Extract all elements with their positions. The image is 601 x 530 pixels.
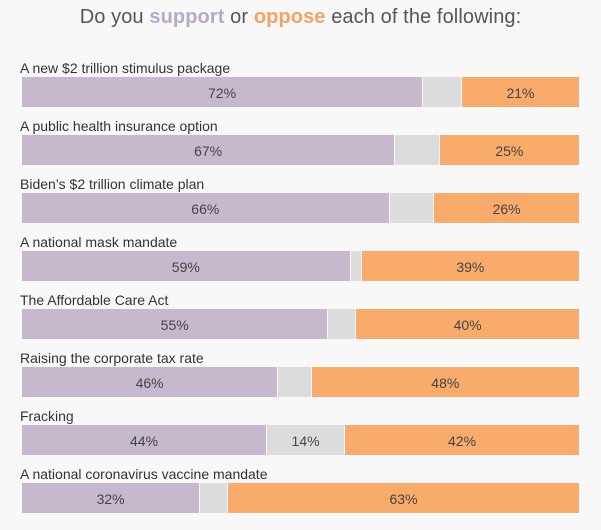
- neither-bar: [389, 193, 434, 223]
- support-bar: [22, 367, 278, 397]
- value-label: 32%: [96, 491, 125, 507]
- oppose-bar: [434, 193, 579, 223]
- row-label: Raising the corporate tax rate: [20, 350, 204, 366]
- value-label: 48%: [431, 375, 460, 391]
- support-bar: [22, 251, 350, 281]
- value-label: 40%: [453, 317, 482, 333]
- chart-title: Do you support or oppose each of the fol…: [0, 6, 601, 29]
- oppose-bar: [462, 77, 579, 107]
- support-bar: [22, 425, 267, 455]
- neither-bar: [328, 309, 356, 339]
- value-label: 63%: [389, 491, 418, 507]
- neither-bar: [423, 77, 462, 107]
- value-label: 14%: [291, 433, 320, 449]
- title-prefix: Do you: [79, 6, 144, 28]
- oppose-bar: [361, 251, 579, 281]
- oppose-bar: [311, 367, 579, 397]
- value-label: 67%: [194, 143, 223, 159]
- row-label: A national coronavirus vaccine mandate: [20, 466, 268, 482]
- support-bar: [22, 77, 423, 107]
- neither-bar: [200, 483, 228, 513]
- title-support-word: support: [149, 6, 225, 28]
- support-bar: [22, 193, 389, 223]
- value-label: 26%: [492, 201, 521, 217]
- title-oppose-word: oppose: [253, 6, 326, 28]
- support-bar: [22, 483, 200, 513]
- title-suffix: each of the following:: [331, 6, 522, 28]
- neither-bar: [267, 425, 345, 455]
- row-label: A new $2 trillion stimulus package: [20, 60, 231, 76]
- row-label: Biden’s $2 trillion climate plan: [20, 176, 205, 192]
- title-middle: or: [230, 6, 249, 28]
- neither-bar: [395, 135, 439, 165]
- neither-bar: [278, 367, 311, 397]
- value-label: 25%: [495, 143, 524, 159]
- oppose-bar: [228, 483, 579, 513]
- value-label: 44%: [130, 433, 159, 449]
- row-label: Fracking: [20, 408, 74, 424]
- row-label: A public health insurance option: [20, 118, 218, 134]
- oppose-bar: [356, 309, 579, 339]
- support-bar: [22, 135, 395, 165]
- oppose-bar: [439, 135, 579, 165]
- value-label: 55%: [160, 317, 189, 333]
- value-label: 42%: [448, 433, 477, 449]
- value-label: 39%: [456, 259, 485, 275]
- value-label: 46%: [135, 375, 164, 391]
- value-label: 72%: [208, 85, 237, 101]
- value-label: 59%: [171, 259, 200, 275]
- row-label: A national mask mandate: [20, 234, 178, 250]
- neither-bar: [350, 251, 361, 281]
- support-bar: [22, 309, 328, 339]
- value-label: 66%: [191, 201, 220, 217]
- row-label: The Affordable Care Act: [20, 292, 169, 308]
- oppose-bar: [345, 425, 579, 455]
- value-label: 21%: [506, 85, 535, 101]
